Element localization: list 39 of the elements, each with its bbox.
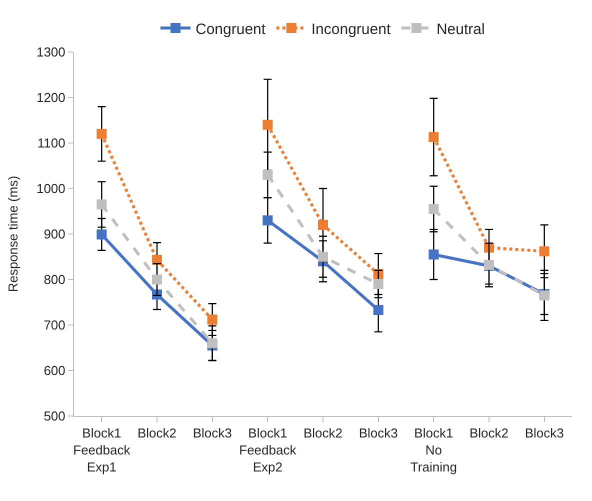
point [539, 246, 550, 256]
point [96, 229, 107, 240]
point [428, 249, 439, 260]
legend-label: Incongruent [311, 20, 392, 38]
y-tick-label: 800 [44, 272, 66, 288]
x-tick-label: Block2 [303, 426, 343, 441]
point [262, 215, 273, 226]
point [152, 274, 162, 284]
x-tick-label: Block1 No Training [410, 426, 457, 474]
x-tick-label: Block2 [137, 426, 177, 441]
point [373, 279, 384, 290]
y-tick-label: 1100 [37, 136, 66, 151]
y-tick-label: 1000 [36, 181, 66, 196]
y-tick-label: 600 [44, 363, 66, 378]
y-tick-label: 500 [44, 408, 66, 424]
y-tick-label: 900 [44, 226, 66, 242]
x-tick-label: Block1 Feedback Exp1 [73, 426, 131, 474]
x-tick-label: Block3 [192, 426, 232, 441]
point [207, 314, 218, 325]
y-tick-label: 1200 [36, 90, 66, 106]
legend-label: Neutral [436, 20, 485, 38]
y-axis-title: Response time (ms) [5, 176, 20, 292]
point [428, 204, 439, 214]
x-tick-label: Block2 [469, 426, 509, 441]
x-tick-label: Block3 [358, 426, 398, 441]
point [262, 170, 273, 180]
point [96, 199, 107, 210]
y-tick-label: 700 [44, 318, 66, 333]
x-tick-label: Block1 Feedback Exp2 [239, 426, 297, 474]
point [96, 128, 107, 139]
point [262, 120, 273, 130]
legend-label: Congruent [196, 20, 266, 38]
x-tick-label: Block3 [524, 426, 564, 441]
point [373, 304, 384, 315]
point [152, 254, 162, 265]
point [318, 252, 328, 262]
y-tick-label: 1300 [36, 44, 66, 60]
point [428, 132, 439, 142]
point [318, 220, 328, 230]
